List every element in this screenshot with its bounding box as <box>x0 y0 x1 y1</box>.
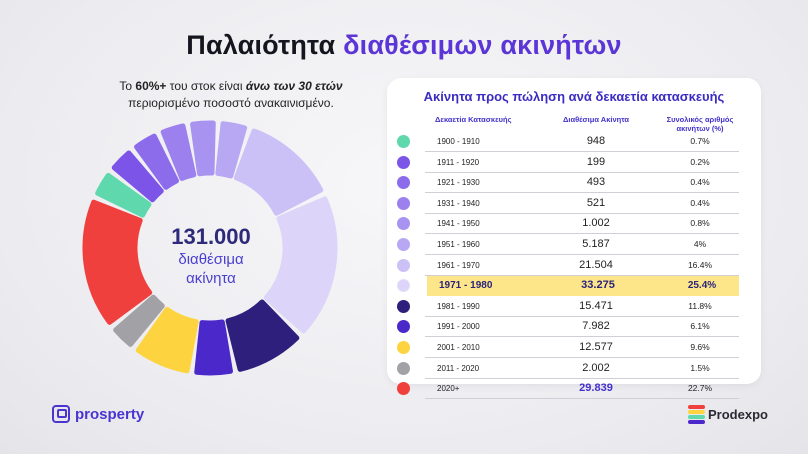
donut-segment <box>190 120 216 177</box>
cell-decade: 1900 - 1910 <box>437 137 480 146</box>
cell-decade: 2001 - 2010 <box>437 343 480 352</box>
cell-decade: 1921 - 1930 <box>437 178 480 188</box>
cell-decade: 1981 - 1990 <box>437 301 480 311</box>
cell-available: 948 <box>586 135 606 147</box>
donut-segment <box>194 319 233 376</box>
cell-percent: 6.1% <box>690 321 710 332</box>
table-row: 1981 - 1990 15.471 11.8% <box>397 297 739 317</box>
legend-dot <box>397 258 410 272</box>
donut-segment <box>263 196 338 334</box>
donut-segment <box>134 133 180 190</box>
cell-percent: 0.4% <box>690 197 710 208</box>
table-row: 1931 - 1940 521 0.4% <box>397 194 739 214</box>
cell-percent: 0.2% <box>690 156 710 167</box>
legend-dot <box>397 279 410 293</box>
table-title: Ακίνητα προς πώληση ανά δεκαετία κατασκε… <box>423 89 725 104</box>
cell-percent: 11.8% <box>688 300 712 311</box>
donut-segment <box>215 121 248 179</box>
cell-decade: 1931 - 1940 <box>437 198 480 208</box>
donut-chart <box>82 120 338 376</box>
table-row: 1900 - 1910 948 0.7% <box>397 132 739 152</box>
legend-dot <box>397 155 410 169</box>
legend-dot <box>397 176 410 190</box>
subtitle: Το 60%+ του στοκ είναι άνω των 30 ετών π… <box>119 79 343 110</box>
donut-segment <box>95 172 152 218</box>
table-row: 1911 - 1920 199 0.2% <box>397 153 739 173</box>
cell-percent: 9.6% <box>690 342 710 352</box>
legend-dot <box>397 217 410 231</box>
prodexpo-logo-icon <box>688 405 705 424</box>
prosperty-logo: prosperty <box>52 405 144 423</box>
legend-dot <box>397 238 410 251</box>
header-available: Διαθέσιμα Ακίνητα <box>563 115 629 124</box>
cell-available: 521 <box>586 196 606 209</box>
table-row: 1921 - 1930 493 0.4% <box>397 173 739 194</box>
cell-available: 1.002 <box>582 217 610 230</box>
cell-decade: 2011 - 2020 <box>437 363 480 373</box>
cell-decade: 1961 - 1970 <box>437 260 480 270</box>
cell-decade: 1991 - 2000 <box>437 322 480 332</box>
legend-dot <box>397 382 410 396</box>
cell-percent: 0.8% <box>690 218 710 229</box>
legend-dot <box>397 196 410 210</box>
table-row: 1961 - 1970 21.504 16.4% <box>397 256 739 276</box>
cell-available: 199 <box>586 155 606 168</box>
legend-dot <box>397 341 410 354</box>
table-row: 2011 - 2020 2.002 1.5% <box>397 359 739 379</box>
prosperty-logo-icon <box>52 405 70 423</box>
donut-segment <box>160 123 197 181</box>
cell-available: 2.002 <box>582 361 610 374</box>
donut-segment <box>135 306 199 374</box>
table-row: 1991 - 2000 7.982 6.1% <box>397 317 739 338</box>
donut-segment <box>233 128 324 216</box>
cell-percent: 22.7% <box>687 383 713 394</box>
donut-center-label: 131.000 διαθέσιμα ακίνητα <box>148 224 274 288</box>
header-decade: Δεκαετία Κατασκευής <box>435 115 512 124</box>
cell-available: 21.504 <box>579 258 613 271</box>
cell-percent: 16.4% <box>687 259 713 270</box>
cell-percent: 4% <box>693 239 707 249</box>
legend-dot <box>397 361 410 375</box>
cell-available: 29.839 <box>579 382 613 395</box>
cell-percent: 0.7% <box>690 136 710 146</box>
total-count: 131.000 <box>171 224 251 249</box>
data-table-card: Ακίνητα προς πώληση ανά δεκαετία κατασκε… <box>387 78 761 400</box>
donut-segment <box>82 199 153 325</box>
cell-percent: 0.4% <box>690 177 710 188</box>
cell-available: 12.577 <box>579 341 613 353</box>
cell-decade: 1941 - 1950 <box>437 219 480 229</box>
table-row: 2001 - 2010 12.577 9.6% <box>397 338 739 358</box>
cell-percent: 25.4% <box>687 280 717 292</box>
legend-dot <box>397 320 410 334</box>
cell-decade: 2020+ <box>437 384 460 394</box>
page-title: Παλαιότητα διαθέσιμων ακινήτων <box>186 30 622 60</box>
donut-segment <box>113 294 165 347</box>
table-row: 1941 - 1950 1.002 0.8% <box>397 214 739 235</box>
cell-decade: 1971 - 1980 <box>439 280 493 292</box>
cell-decade: 1911 - 1920 <box>437 157 480 167</box>
table-row: 2020+ 29.839 22.7% <box>397 379 739 400</box>
header-percent: Συνολικός αριθμός ακινήτων (%) <box>666 115 734 133</box>
cell-available: 493 <box>586 176 606 189</box>
cell-available: 7.982 <box>582 320 610 333</box>
cell-available: 5.187 <box>582 238 610 250</box>
table-row: 1951 - 1960 5.187 4% <box>397 235 739 255</box>
prodexpo-logo: Prodexpo <box>688 405 768 424</box>
table-row: 1971 - 1980 33.275 25.4% <box>397 276 739 297</box>
cell-percent: 1.5% <box>690 362 710 373</box>
cell-available: 33.275 <box>581 279 615 292</box>
legend-dot <box>397 135 410 148</box>
cell-decade: 1951 - 1960 <box>437 240 480 249</box>
legend-dot <box>397 299 410 313</box>
donut-segment <box>111 150 164 203</box>
cell-available: 15.471 <box>579 299 613 312</box>
donut-segment <box>225 299 300 372</box>
